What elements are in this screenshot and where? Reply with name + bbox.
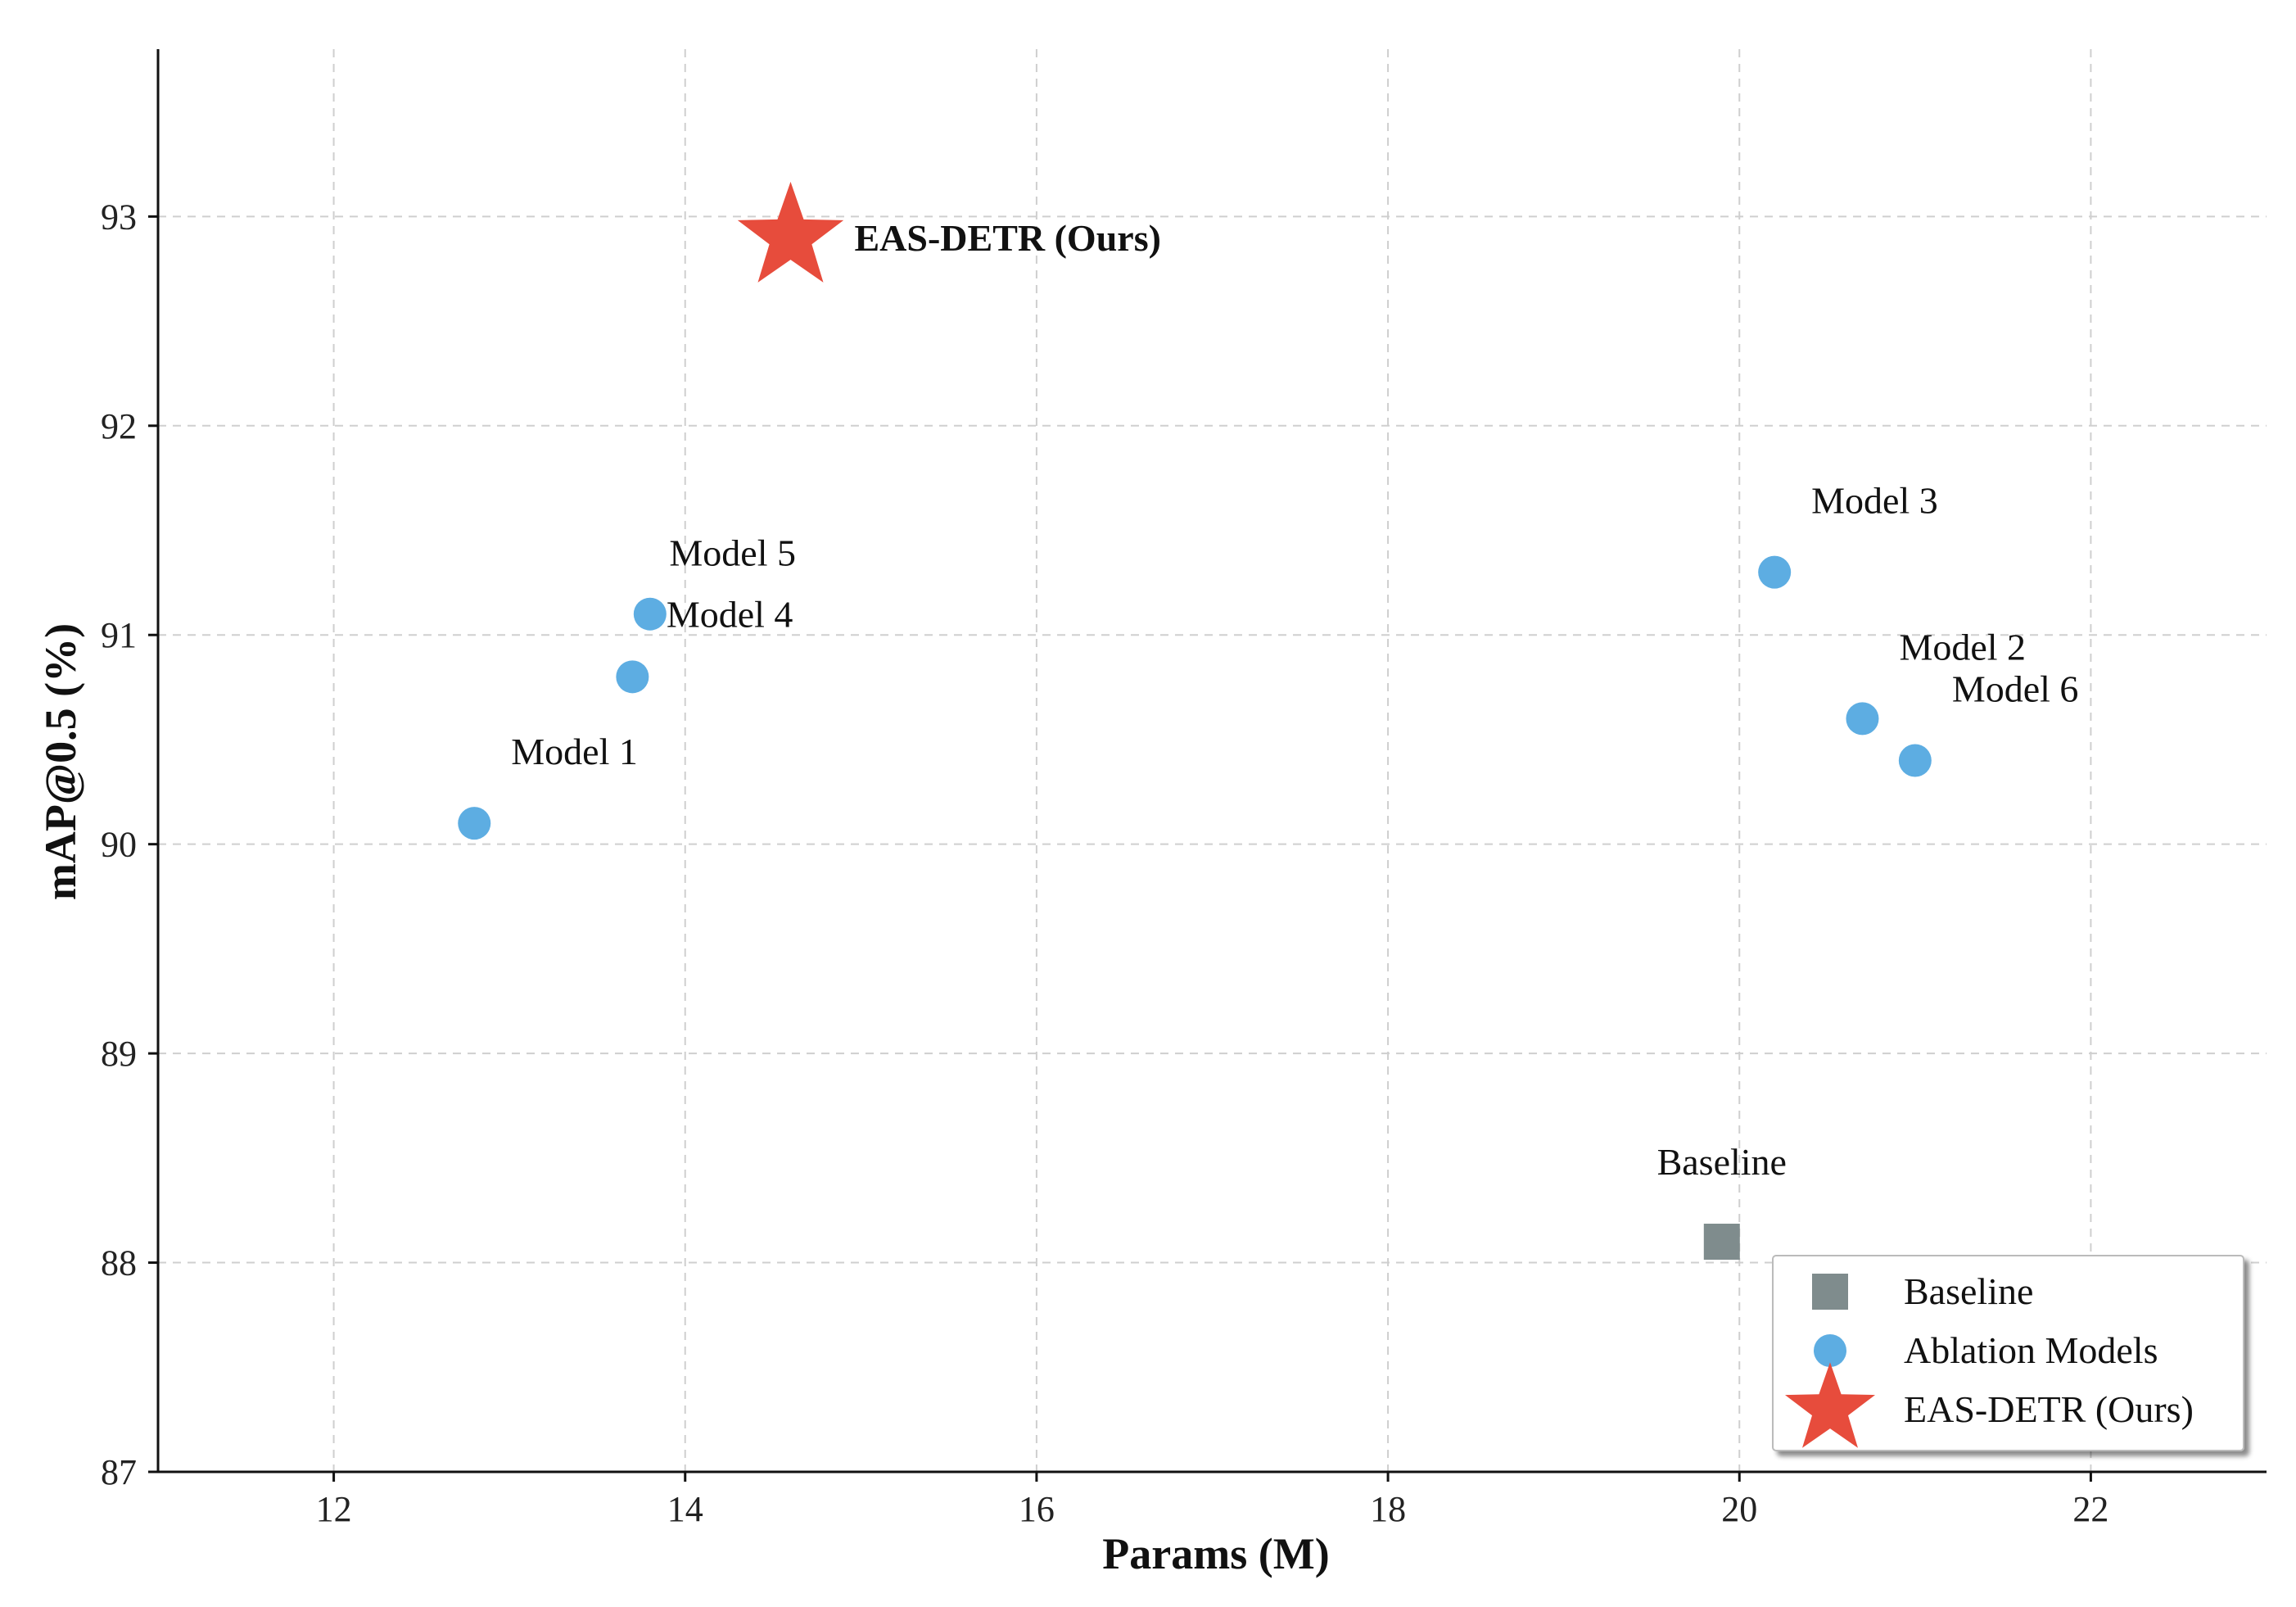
y-tick-label: 88: [101, 1243, 137, 1283]
legend-marker: [1785, 1362, 1875, 1448]
point-baseline: [1703, 1224, 1740, 1261]
point-model-4: [633, 597, 667, 631]
legend-label: EAS-DETR (Ours): [1904, 1388, 2194, 1430]
legend-box: [1772, 1255, 2244, 1451]
labels-layer: Baseline Model 1 Model 2 Model 3 Model 4 Mode…: [511, 217, 2078, 1183]
x-tick-label: 12: [316, 1489, 352, 1529]
point-label-eas-detr-ours: EAS-DETR (Ours): [855, 217, 1161, 259]
point-label-model-3: Model 3: [1811, 480, 1938, 522]
y-tick-label: 89: [101, 1034, 137, 1074]
legend: Baseline Ablation Models EAS-DETR (Ours): [1772, 1255, 2244, 1451]
y-tick-label: 93: [101, 197, 137, 237]
legend-marker: [1814, 1334, 1846, 1367]
points-layer: [458, 181, 1932, 1261]
point-label-baseline: Baseline: [1657, 1141, 1787, 1183]
y-tick-label: 90: [101, 825, 137, 865]
point-eas-detr-ours: [737, 181, 844, 283]
point-label-model-1: Model 1: [511, 731, 638, 772]
x-tick-label: 16: [1019, 1489, 1055, 1529]
point-label-model-2: Model 2: [1899, 626, 2026, 668]
point-model-1: [458, 807, 491, 840]
legend-marker: [1812, 1274, 1848, 1310]
legend-label: Ablation Models: [1904, 1329, 2158, 1371]
x-tick-label: 20: [1721, 1489, 1757, 1529]
legend-label: Baseline: [1904, 1270, 2033, 1312]
x-axis-title: Params (M): [1102, 1529, 1329, 1578]
point-label-model-5: Model 5: [669, 532, 796, 573]
point-label-model-6: Model 6: [1952, 668, 2079, 710]
point-model-6: [1898, 744, 1932, 777]
point-label-model-4: Model 4: [667, 594, 793, 636]
x-tick-label: 14: [667, 1489, 703, 1529]
y-tick-label: 87: [101, 1452, 137, 1492]
point-model-5: [616, 660, 649, 694]
x-tick-label: 18: [1370, 1489, 1406, 1529]
point-model-3: [1758, 555, 1792, 589]
x-tick-label: 22: [2072, 1489, 2108, 1529]
axes-layer: [156, 49, 2267, 1473]
point-model-2: [1846, 702, 1879, 736]
y-tick-label: 92: [101, 406, 137, 446]
y-axis-title: mAP@0.5 (%): [36, 623, 85, 900]
ticks-layer: 12 14 16 18 20 22 87 88 89 90 91 92 93: [101, 197, 2108, 1529]
y-tick-label: 91: [101, 615, 137, 655]
